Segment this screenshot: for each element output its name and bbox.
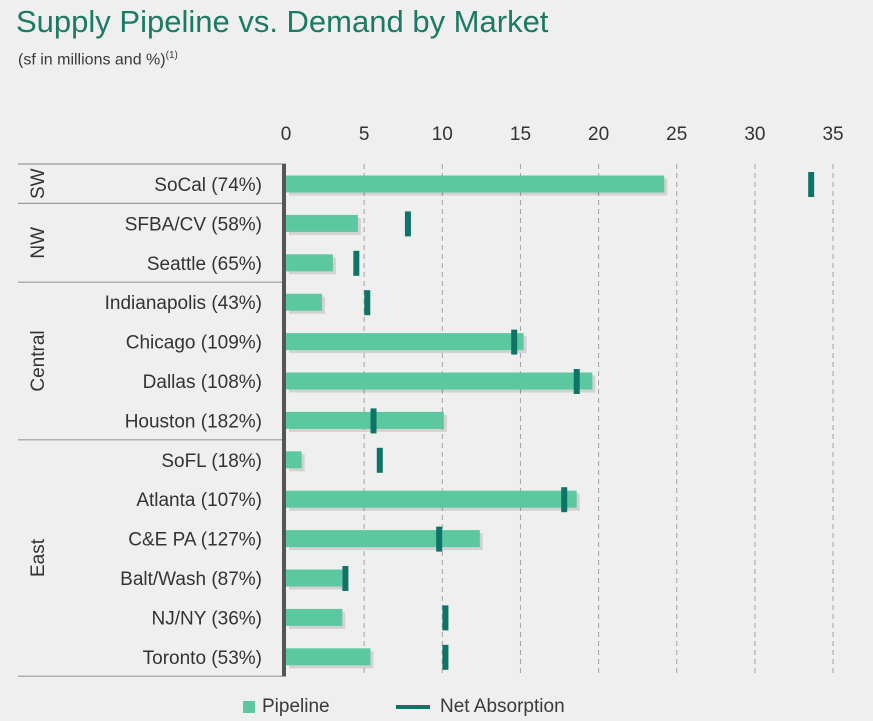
x-tick-label: 15 xyxy=(510,124,531,145)
x-tick-label: 25 xyxy=(666,124,687,145)
net-absorption-marker xyxy=(808,172,815,197)
chart-plot: 0 5 10 15 20 25 30 35 SoCal (74%) SW SFBA/CV (58%)… xyxy=(18,124,844,677)
category-label: C&E PA (127%) xyxy=(128,530,262,551)
pipeline-bar xyxy=(286,490,577,508)
x-tick-label: 30 xyxy=(744,124,765,145)
legend-label-pipeline: Pipeline xyxy=(262,696,330,717)
category-label: Atlanta (107%) xyxy=(136,490,262,511)
pipeline-bar xyxy=(286,608,343,626)
net-absorption-marker xyxy=(442,605,449,631)
pipeline-bar xyxy=(286,254,333,272)
net-absorption-marker xyxy=(342,566,349,591)
pipeline-bar xyxy=(286,175,665,193)
pipeline-bar xyxy=(286,333,524,351)
category-label: Balt/Wash (87%) xyxy=(120,569,262,590)
pipeline-bar xyxy=(286,372,593,390)
net-absorption-marker xyxy=(442,644,449,670)
x-tick-label: 5 xyxy=(359,124,370,145)
net-absorption-marker xyxy=(376,447,383,473)
group-label: SW xyxy=(28,168,49,199)
category-label: SFBA/CV (58%) xyxy=(125,214,262,235)
group-label: Central xyxy=(28,330,49,391)
net-absorption-marker xyxy=(561,487,568,513)
net-absorption-marker xyxy=(404,211,411,237)
net-absorption-marker xyxy=(436,526,443,552)
category-label: Indianapolis (43%) xyxy=(105,293,262,314)
x-tick-label: 35 xyxy=(822,124,843,145)
chart-title: Supply Pipeline vs. Demand by Market xyxy=(16,4,549,39)
group-label: East xyxy=(28,538,49,577)
y-axis-line xyxy=(282,164,286,677)
legend-item-net-absorption: Net Absorption xyxy=(396,696,565,718)
pipeline-bar xyxy=(286,530,480,548)
legend-swatch-net-absorption xyxy=(396,705,430,709)
group-label: NW xyxy=(28,227,49,259)
category-label: Toronto (53%) xyxy=(143,648,262,669)
net-absorption-marker xyxy=(353,250,360,276)
net-absorption-marker xyxy=(370,408,377,434)
x-tick-label: 10 xyxy=(432,124,453,145)
category-label: Dallas (108%) xyxy=(143,372,262,393)
chart-legend: Pipeline Net Absorption xyxy=(0,696,873,720)
category-label: Houston (182%) xyxy=(125,411,262,432)
category-label: NJ/NY (36%) xyxy=(151,608,262,629)
pipeline-bar xyxy=(286,569,343,587)
category-label: Chicago (109%) xyxy=(126,333,262,354)
pipeline-bar xyxy=(286,411,444,429)
chart-subtitle: (sf in millions and %)(1) xyxy=(18,50,178,69)
subtitle-text: (sf in millions and %) xyxy=(18,51,166,69)
x-tick-label: 20 xyxy=(588,124,609,145)
pipeline-bar xyxy=(286,451,302,469)
category-label: Seattle (65%) xyxy=(147,254,262,275)
legend-swatch-pipeline xyxy=(243,701,255,713)
pipeline-bar xyxy=(286,648,371,666)
category-label: SoCal (74%) xyxy=(154,175,262,196)
x-tick-label: 0 xyxy=(281,124,292,145)
legend-item-pipeline: Pipeline xyxy=(243,696,330,718)
net-absorption-marker xyxy=(573,369,580,394)
net-absorption-marker xyxy=(511,329,518,355)
pipeline-bar xyxy=(286,214,358,232)
category-label: SoFL (18%) xyxy=(161,451,262,472)
net-absorption-marker xyxy=(364,290,371,316)
legend-label-net-absorption: Net Absorption xyxy=(440,696,565,717)
pipeline-bar xyxy=(286,293,322,311)
subtitle-footnote: (1) xyxy=(165,50,178,61)
